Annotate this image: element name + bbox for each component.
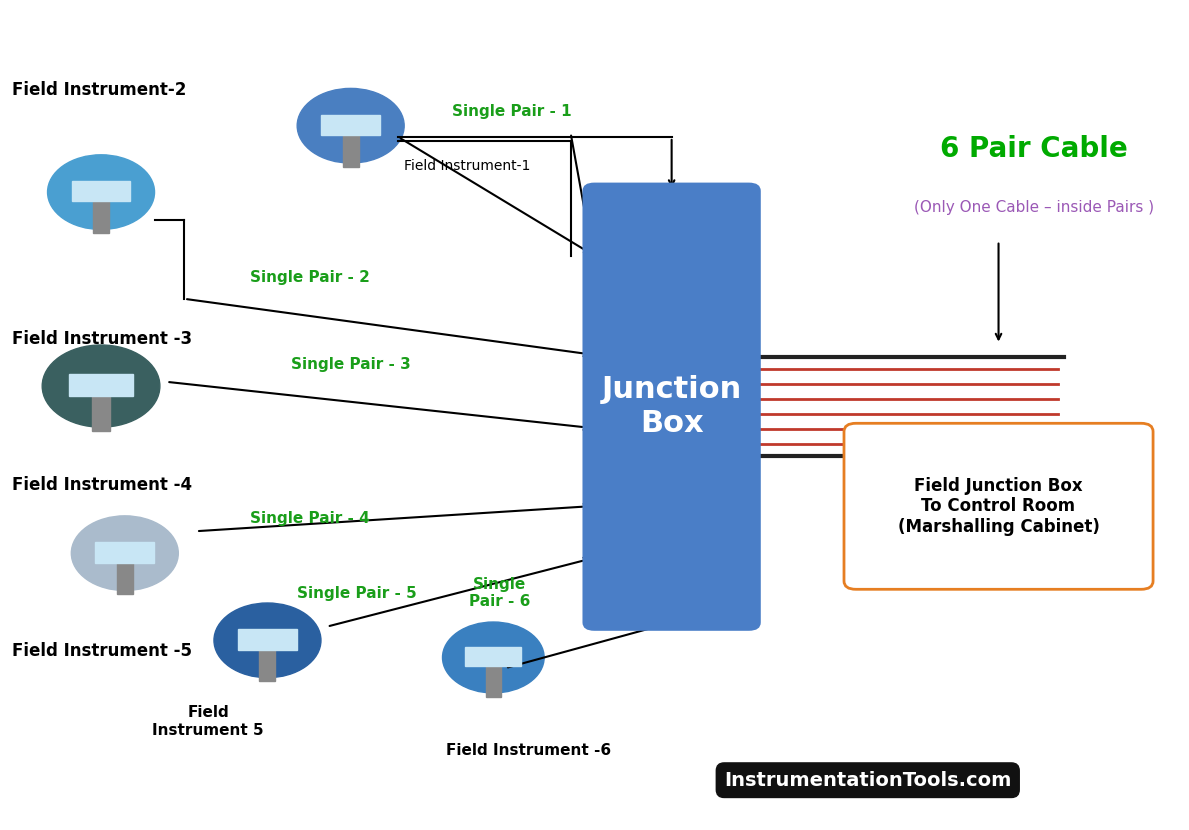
FancyBboxPatch shape — [583, 183, 761, 631]
Text: Junction
Box: Junction Box — [602, 375, 742, 438]
Text: Single Pair - 2: Single Pair - 2 — [250, 271, 370, 286]
Bar — [95, 542, 155, 563]
Text: Field Instrument-2: Field Instrument-2 — [12, 81, 187, 100]
Bar — [93, 192, 109, 233]
Bar — [71, 181, 131, 202]
Circle shape — [71, 515, 178, 591]
Text: 6 Pair Cable: 6 Pair Cable — [940, 135, 1128, 164]
Bar — [321, 115, 380, 135]
Text: Field Junction Box
To Control Room
(Marshalling Cabinet): Field Junction Box To Control Room (Mars… — [898, 476, 1100, 536]
Text: InstrumentationTools.com: InstrumentationTools.com — [724, 771, 1012, 789]
Text: Field Instrument -4: Field Instrument -4 — [12, 476, 191, 494]
Circle shape — [214, 603, 321, 677]
Text: Single
Pair - 6: Single Pair - 6 — [468, 577, 530, 609]
Bar — [485, 657, 501, 696]
Circle shape — [48, 154, 155, 230]
Bar — [117, 553, 133, 594]
Bar — [259, 641, 276, 681]
Text: Field Instrument -5: Field Instrument -5 — [12, 642, 191, 660]
Bar — [93, 386, 109, 432]
Text: Single Pair - 1: Single Pair - 1 — [452, 105, 572, 120]
FancyBboxPatch shape — [844, 423, 1153, 589]
Text: Field Instrument -3: Field Instrument -3 — [12, 330, 191, 349]
Text: Field Instrument -6: Field Instrument -6 — [446, 744, 611, 759]
Text: Single Pair - 5: Single Pair - 5 — [297, 586, 417, 601]
Text: (Only One Cable – inside Pairs ): (Only One Cable – inside Pairs ) — [914, 200, 1155, 215]
Bar — [69, 374, 133, 397]
Bar — [465, 647, 521, 666]
Text: Single Pair - 4: Single Pair - 4 — [250, 511, 370, 526]
Circle shape — [42, 345, 159, 427]
Text: Single Pair - 3: Single Pair - 3 — [291, 358, 411, 373]
Circle shape — [297, 89, 404, 164]
Text: Field
Instrument 5: Field Instrument 5 — [152, 706, 264, 738]
Bar — [342, 125, 359, 167]
Circle shape — [442, 622, 545, 693]
Text: Field Instrument-1: Field Instrument-1 — [404, 159, 530, 173]
Bar — [238, 629, 297, 650]
